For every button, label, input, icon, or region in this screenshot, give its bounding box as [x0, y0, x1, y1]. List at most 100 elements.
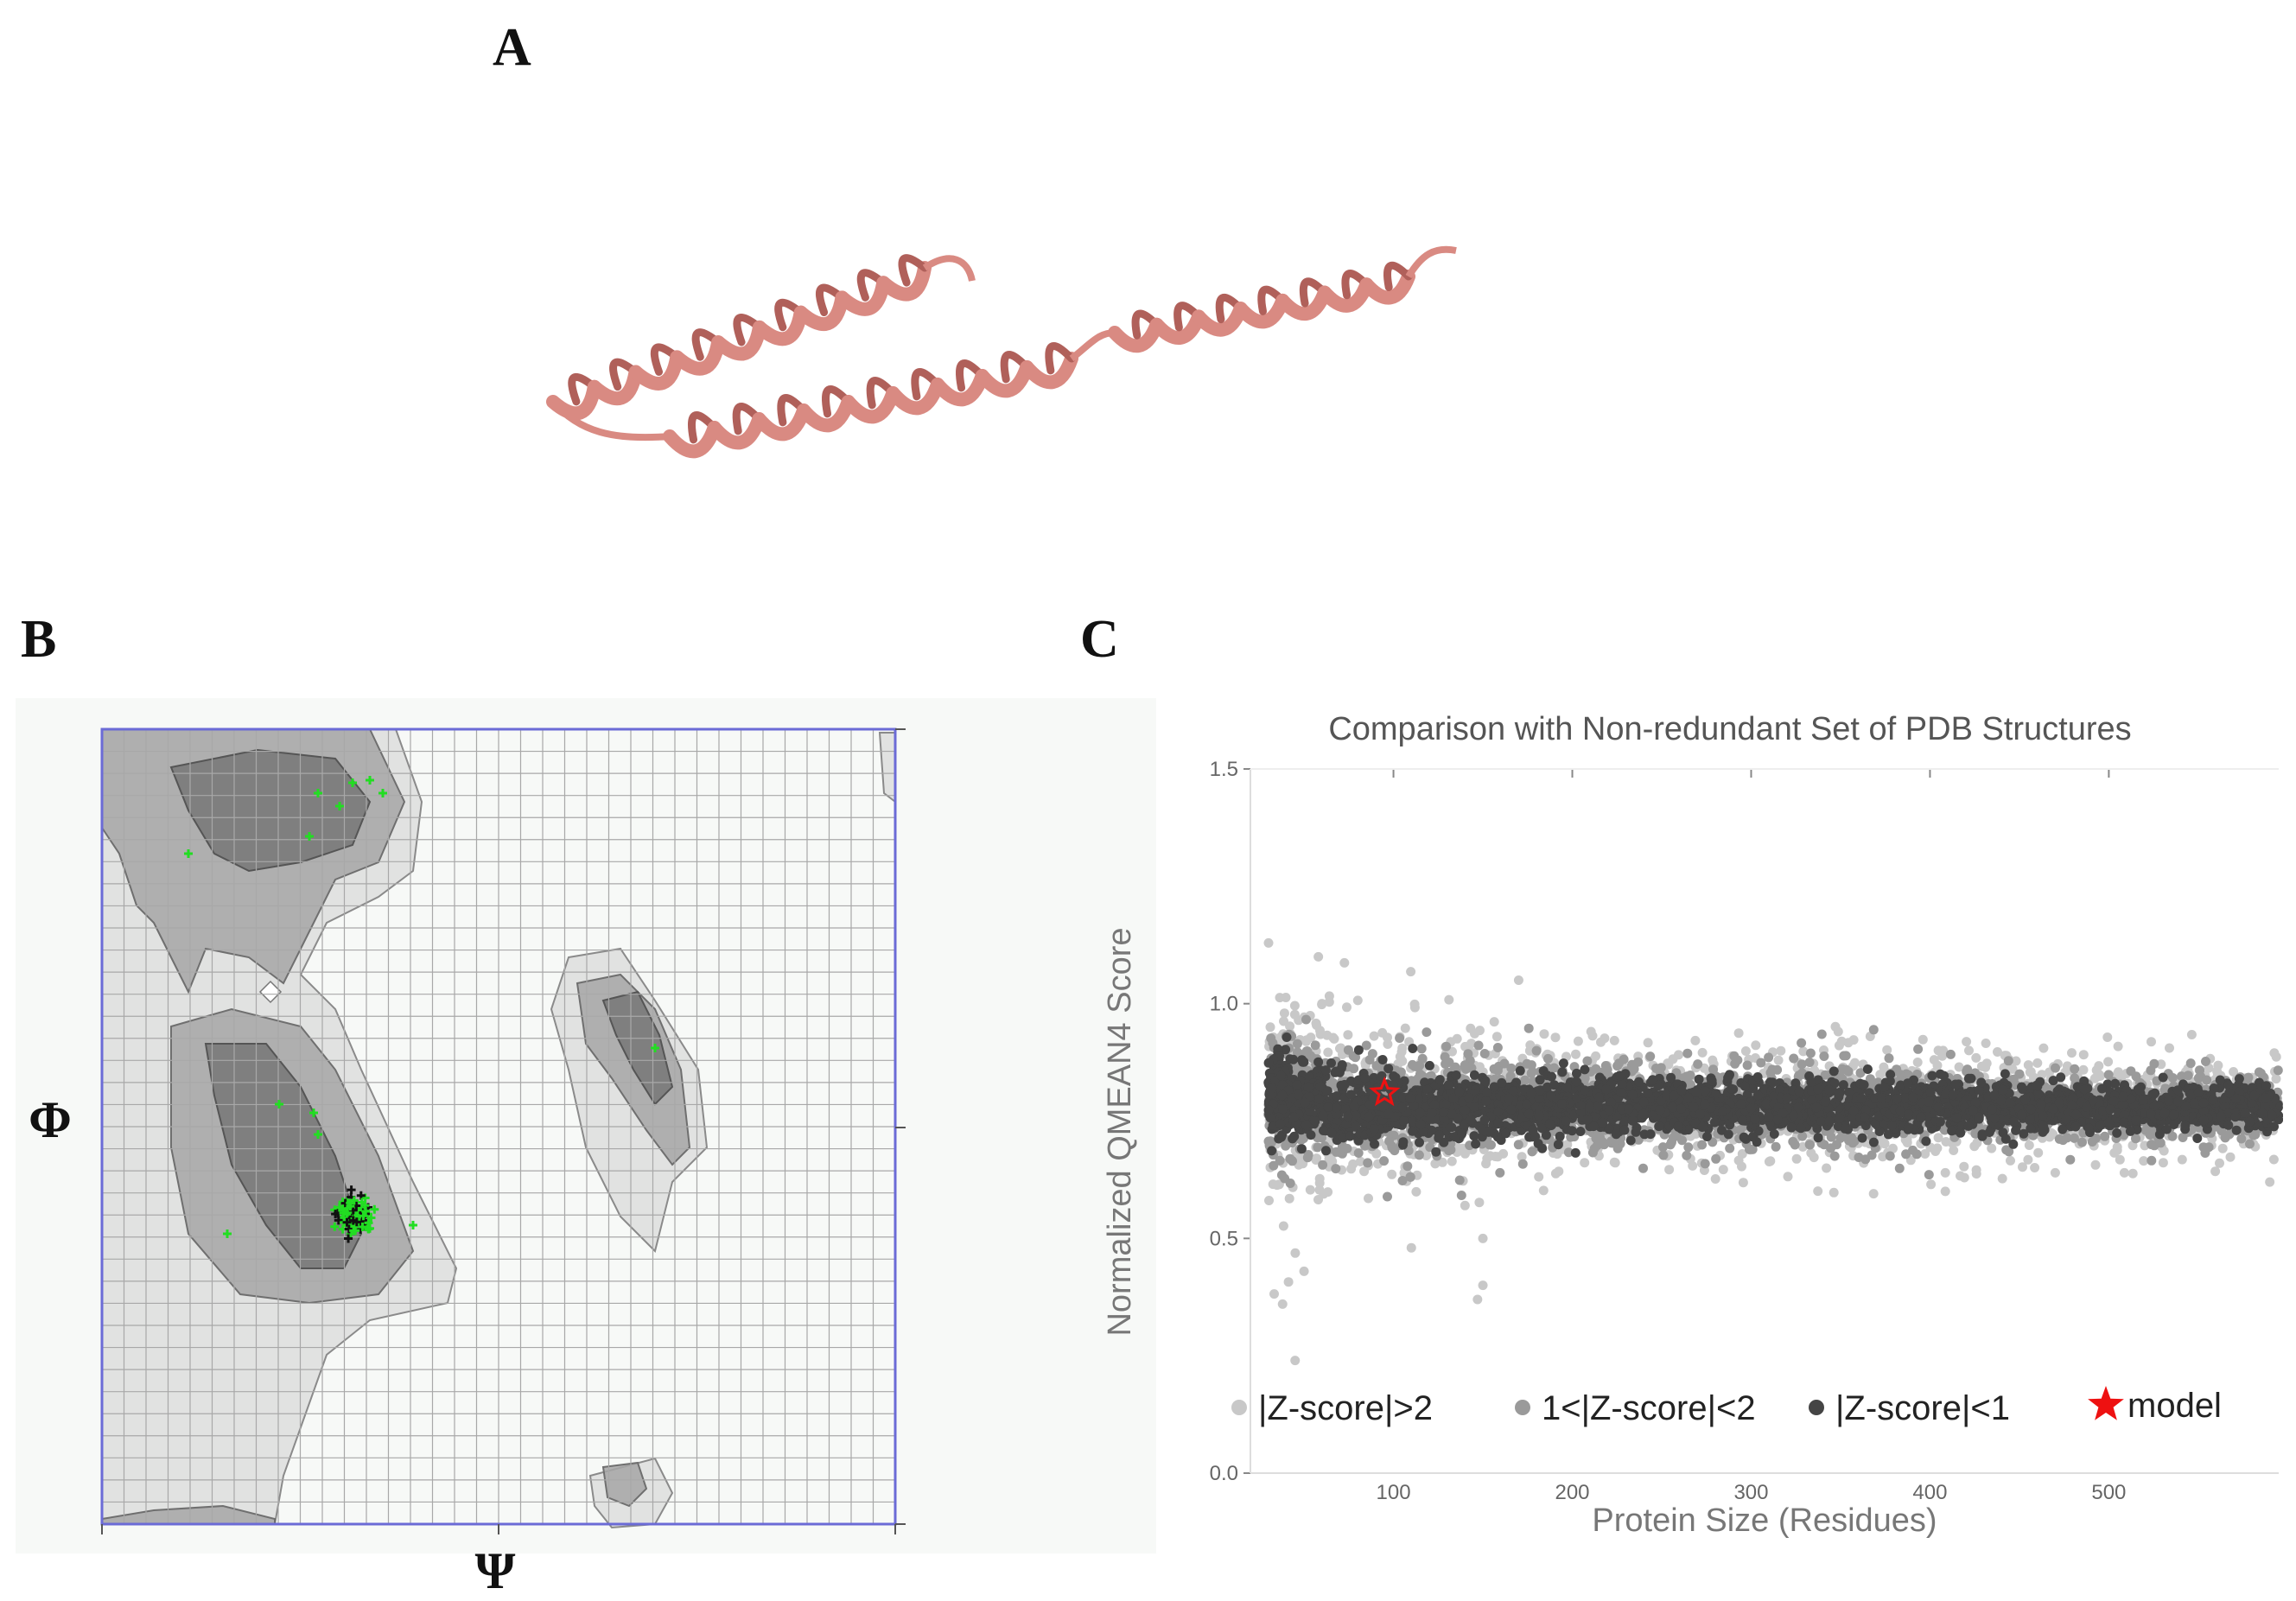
data-point [1278, 1221, 1288, 1231]
panel-label-a: A [493, 18, 531, 77]
data-point [1296, 1144, 1307, 1154]
data-point [1301, 1014, 1311, 1025]
helix-turn [707, 412, 766, 450]
data-point [2201, 1057, 2210, 1066]
data-point [1450, 1062, 1460, 1072]
data-point [1492, 1043, 1503, 1052]
data-point [1609, 1035, 1619, 1045]
data-point [1791, 1153, 1802, 1164]
data-point [2127, 1168, 2138, 1179]
data-point [1697, 1047, 1708, 1058]
data-point [1364, 1055, 1375, 1065]
data-point [1837, 1064, 1848, 1074]
data-point [1804, 1140, 1815, 1150]
data-point [1292, 1039, 1302, 1049]
data-point [1742, 1060, 1752, 1071]
protein-structure-image [546, 245, 1457, 459]
data-point [1549, 1063, 1559, 1073]
data-point [1643, 1038, 1653, 1048]
data-point [1506, 1063, 1517, 1073]
data-point [2225, 1152, 2236, 1162]
data-point [2006, 1155, 2015, 1166]
rama-residue-point [352, 1217, 361, 1227]
data-point [1329, 1033, 1339, 1044]
data-point [1437, 1157, 1447, 1167]
data-point [1993, 1047, 2002, 1057]
data-point [1711, 1153, 1721, 1164]
data-point [1888, 1143, 1898, 1153]
data-point [1447, 1156, 1457, 1166]
data-point [1263, 937, 1274, 948]
data-point [1730, 1058, 1740, 1069]
helix-turn [663, 421, 722, 459]
data-point [1312, 1020, 1321, 1030]
data-point [1554, 1166, 1564, 1177]
data-point [1710, 1174, 1720, 1184]
data-point [1348, 1159, 1358, 1169]
data-point [1364, 1193, 1373, 1204]
data-point [1682, 1071, 1692, 1082]
data-point [1987, 1143, 1997, 1153]
data-point [1932, 1060, 1943, 1071]
rama-residue-point [330, 1222, 340, 1231]
data-point [2156, 1059, 2166, 1070]
data-point [1927, 1071, 1937, 1081]
rama-residue-point [347, 1185, 356, 1195]
data-point [1805, 1048, 1816, 1058]
rama-residue-point [358, 1223, 367, 1232]
data-point [1798, 1046, 1809, 1057]
data-point [1700, 1159, 1710, 1169]
helix-turn [841, 386, 900, 424]
data-point [2078, 1050, 2089, 1060]
data-point [2100, 1131, 2110, 1141]
data-point [2139, 1156, 2149, 1166]
data-point [2147, 1037, 2156, 1047]
helix-turn [670, 335, 726, 376]
data-point [1830, 1021, 1841, 1032]
helix-turn [876, 261, 932, 302]
data-point [1772, 1064, 1783, 1075]
rama-residue-point [346, 1198, 355, 1208]
data-point [1683, 1142, 1694, 1153]
data-point [1555, 1131, 1565, 1141]
data-point [2210, 1166, 2221, 1177]
data-point [1829, 1187, 1839, 1198]
data-point [1747, 1144, 1758, 1154]
data-point [2158, 1072, 2168, 1083]
data-point [1279, 1008, 1289, 1019]
data-point [1848, 1035, 1859, 1045]
data-point [2119, 1167, 2129, 1178]
data-point [2062, 1133, 2072, 1143]
data-point [1804, 1058, 1815, 1067]
helix-back [866, 377, 897, 410]
data-point [1619, 1054, 1629, 1064]
data-point [1281, 1140, 1291, 1151]
rama-gap [258, 980, 283, 1004]
data-point [1323, 1047, 1333, 1058]
data-point [2067, 1048, 2077, 1058]
data-point [1658, 1150, 1669, 1160]
data-point [1269, 1289, 1279, 1299]
data-point [1406, 967, 1416, 977]
data-point [1708, 1055, 1718, 1065]
data-point [1491, 1032, 1502, 1042]
data-point [2093, 1071, 2103, 1082]
rama-residue-point [314, 1130, 322, 1139]
data-point [1926, 1179, 1937, 1190]
data-point [2103, 1070, 2114, 1080]
data-point [1301, 1046, 1312, 1057]
rama-residue-points [184, 776, 659, 1243]
data-point [2186, 1030, 2197, 1039]
data-point [1591, 1051, 1601, 1061]
data-point [1285, 1021, 1295, 1032]
helix-turn [835, 276, 891, 316]
data-point [1281, 993, 1291, 1002]
data-point [1339, 957, 1350, 968]
data-point [1945, 1049, 1956, 1059]
data-point [2062, 1061, 2072, 1071]
data-point [1879, 1138, 1890, 1148]
data-point [1855, 1068, 1866, 1078]
data-point [1499, 1058, 1510, 1069]
data-point [2183, 1071, 2193, 1081]
rama-y-axis-symbol: Φ [29, 1091, 72, 1148]
